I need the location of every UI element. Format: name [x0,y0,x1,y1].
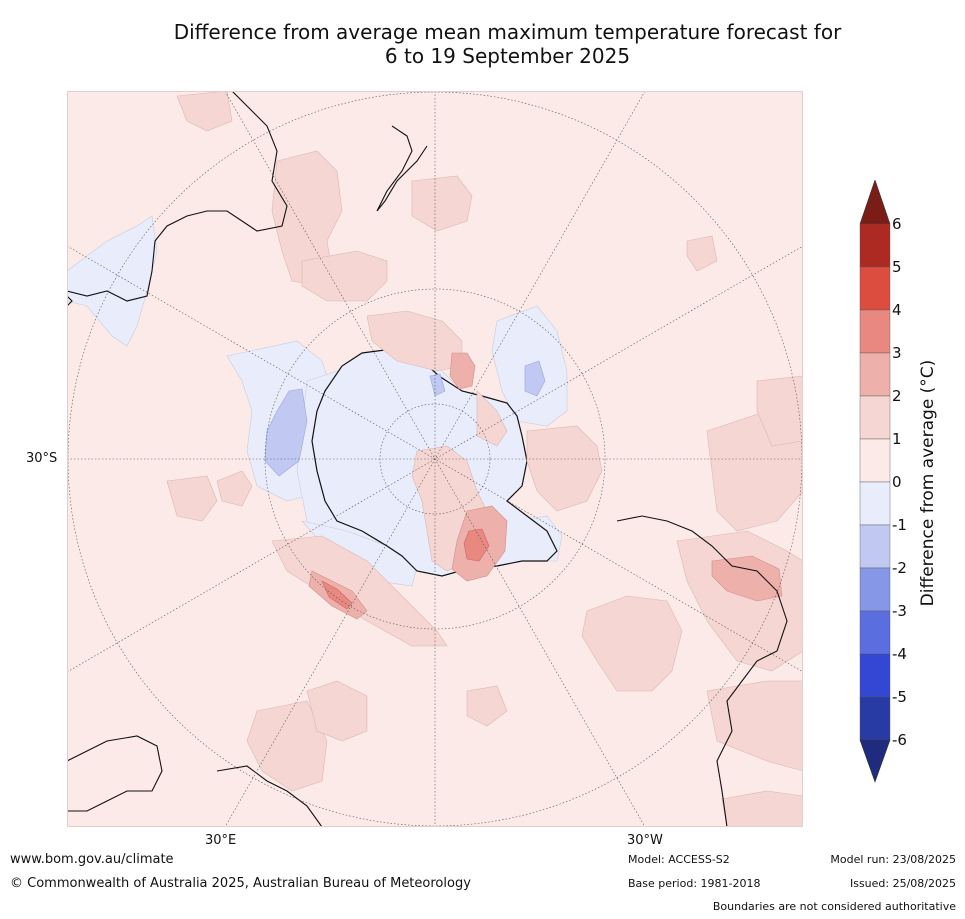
title-line-2: 6 to 19 September 2025 [384,44,631,68]
colorbar-over-extension [859,180,891,225]
colorbar-segment-m1_0 [859,481,891,526]
title-line-1: Difference from average mean maximum tem… [173,20,842,44]
anomaly-minus2-regions [264,360,546,477]
colorbar-segment-m6_5 [859,696,891,741]
anomaly-plus3-regions [321,528,490,610]
colorbar-tick-label: -2 [892,559,907,577]
colorbar-tick-label: -1 [892,516,907,534]
longitude-label-30e: 30°E [205,833,237,848]
map-title: Difference from average mean maximum tem… [60,20,955,68]
colorbar-segment-p3_4 [859,309,891,354]
base-period-label: Base period: 1981-2018 [628,877,761,890]
colorbar: 6 5 4 3 2 1 0 -1 -2 -3 -4 -5 -6 [859,180,907,783]
website-link[interactable]: www.bom.gov.au/climate [10,852,174,867]
colorbar-tick-label: 4 [892,301,902,319]
colorbar-tick-label: 5 [892,258,902,276]
polar-map[interactable] [67,91,803,827]
colorbar-title-text: Difference from average (°C) [918,359,938,607]
colorbar-segment-m2_1 [859,524,891,569]
colorbar-segment-p4_5 [859,266,891,311]
copyright-text: © Commonwealth of Australia 2025, Austra… [10,876,471,891]
colorbar-segment-p2_3 [859,352,891,397]
colorbar-tick-label: -6 [892,731,907,749]
colorbar-segment-p5_6 [859,223,891,268]
colorbar-tick-label: 0 [892,473,902,491]
colorbar-tick-label: -3 [892,602,907,620]
model-run-label: Model run: 23/08/2025 [830,853,956,866]
colorbar-segment-m5_4 [859,653,891,698]
colorbar-segment-m4_3 [859,610,891,655]
colorbar-tick-label: -5 [892,688,907,706]
disclaimer-text: Boundaries are not considered authoritat… [712,900,956,913]
colorbar-tick-label: 3 [892,344,902,362]
longitude-label-30w: 30°W [627,833,663,848]
colorbar-under-extension [859,739,891,783]
colorbar-segment-p1_2 [859,395,891,440]
map-panel[interactable] [67,91,803,827]
colorbar-tick-label: 1 [892,430,902,448]
latitude-label: 30°S [26,451,58,466]
colorbar-segment-p0_1 [859,438,891,483]
colorbar-segment-m3_2 [859,567,891,612]
colorbar-tick-label: 6 [892,215,902,233]
model-label: Model: ACCESS-S2 [628,853,730,866]
colorbar-tick-label: -4 [892,645,907,663]
coastlines [67,91,788,827]
map-frame [67,91,803,827]
colorbar-tick-label: 2 [892,387,902,405]
issued-label: Issued: 25/08/2025 [849,877,956,890]
